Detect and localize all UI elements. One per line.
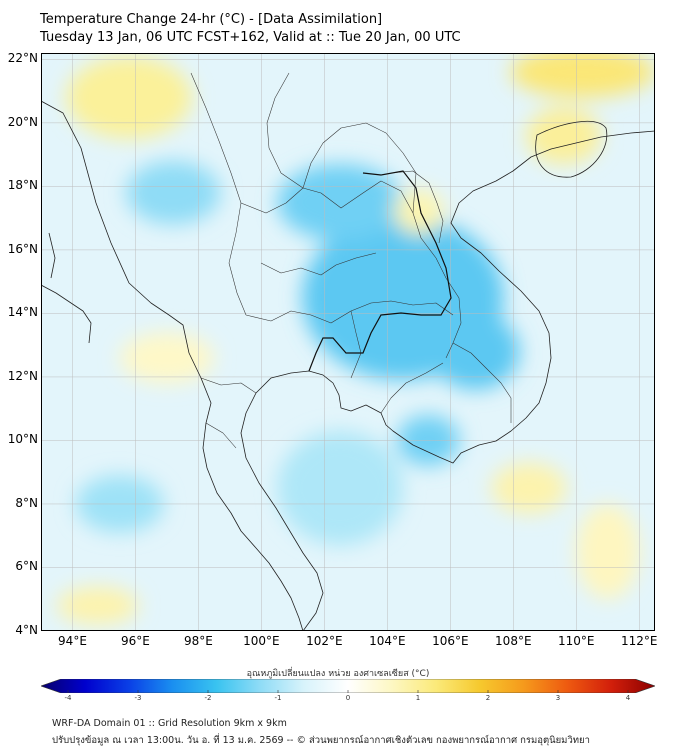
longitude-label: 102°E xyxy=(306,634,343,648)
map-border xyxy=(41,53,655,631)
map-title: Temperature Change 24-hr (°C) - [Data As… xyxy=(40,12,383,27)
temperature-anomaly-blob xyxy=(576,503,640,600)
temperature-change-map xyxy=(41,53,655,631)
temperature-colorbar xyxy=(41,679,655,693)
latitude-label: 22°N xyxy=(7,51,38,66)
temperature-anomaly-blob xyxy=(393,189,445,235)
longitude-label: 106°E xyxy=(432,634,469,648)
latitude-label: 14°N xyxy=(7,305,38,320)
colorbar-tick-label: 1 xyxy=(415,694,421,702)
longitude-label: 98°E xyxy=(183,634,213,648)
colorbar-tick-label: 0 xyxy=(345,694,351,702)
latitude-label: 6°N xyxy=(15,559,38,574)
temperature-anomaly-blob xyxy=(277,164,404,241)
longitude-label: 94°E xyxy=(58,634,87,648)
temperature-anomaly-blob xyxy=(510,53,655,98)
colorbar-label: อุณหภูมิเปลี่ยนแปลง หน่วย องศาเซลเซียส (… xyxy=(246,669,430,679)
latitude-label: 10°N xyxy=(7,432,38,447)
longitude-label: 110°E xyxy=(558,634,595,648)
temperature-anomaly-blob xyxy=(277,430,404,546)
longitude-label: 100°E xyxy=(243,634,280,648)
longitude-label: 112°E xyxy=(621,634,658,648)
coastlines xyxy=(41,100,655,631)
colorbar-tick-label: 2 xyxy=(485,694,491,702)
colorbar-tick-label: 3 xyxy=(555,694,561,702)
colorbar-tick-label: -3 xyxy=(134,694,142,702)
footer-credits: ปรับปรุงข้อมูล ณ เวลา 13:00น. วัน อ. ที่… xyxy=(52,735,590,746)
temperature-anomaly-blob xyxy=(491,462,567,514)
latitude-label: 4°N xyxy=(15,623,38,637)
admin-borders xyxy=(190,72,512,449)
latitude-label: 8°N xyxy=(15,495,38,510)
temperature-anomaly-blob xyxy=(126,160,221,225)
temperature-anomaly-blob xyxy=(56,586,139,625)
colorbar-tick-label: -4 xyxy=(64,694,72,702)
thailand-border xyxy=(308,170,452,372)
latitude-label: 16°N xyxy=(7,241,38,256)
latitude-label: 12°N xyxy=(7,368,38,383)
temperature-anomaly-blob xyxy=(119,332,215,384)
colorbar-body xyxy=(41,679,655,693)
latitude-label: 20°N xyxy=(7,114,38,129)
footer-model-info: WRF-DA Domain 01 :: Grid Resolution 9km … xyxy=(52,718,287,729)
colorbar-tick-label: 4 xyxy=(625,694,631,702)
latitude-label: 18°N xyxy=(7,178,38,193)
temperature-anomaly-blob xyxy=(431,313,520,390)
map-subtitle: Tuesday 13 Jan, 06 UTC FCST+162, Valid a… xyxy=(40,30,461,45)
colorbar-tick-label: -1 xyxy=(274,694,282,702)
temperature-anomaly-blob xyxy=(66,56,193,139)
longitude-label: 104°E xyxy=(369,634,406,648)
longitude-label: 96°E xyxy=(121,634,150,648)
longitude-label: 108°E xyxy=(495,634,532,648)
colorbar-tick-label: -2 xyxy=(204,694,212,702)
